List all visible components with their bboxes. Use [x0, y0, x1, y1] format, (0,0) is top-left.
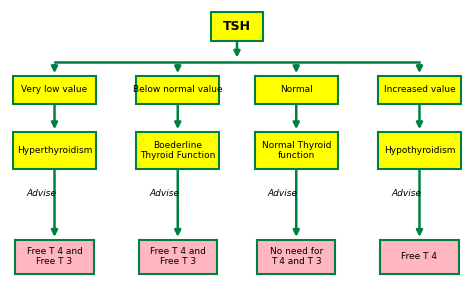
FancyBboxPatch shape — [13, 132, 96, 169]
Text: Below normal value: Below normal value — [133, 86, 223, 94]
FancyBboxPatch shape — [136, 132, 219, 169]
Text: Advise: Advise — [268, 189, 298, 198]
Text: Boederline
Thyroid Function: Boederline Thyroid Function — [140, 141, 216, 160]
Text: Normal: Normal — [280, 86, 313, 94]
Text: Very low value: Very low value — [21, 86, 88, 94]
Text: Normal Thyroid
function: Normal Thyroid function — [262, 141, 331, 160]
Text: Advise: Advise — [391, 189, 421, 198]
FancyBboxPatch shape — [136, 76, 219, 104]
Text: Free T 4 and
Free T 3: Free T 4 and Free T 3 — [150, 247, 206, 266]
Text: TSH: TSH — [223, 20, 251, 33]
FancyBboxPatch shape — [380, 240, 459, 274]
Text: Hyperthyroidism: Hyperthyroidism — [17, 146, 92, 155]
Text: Hypothyroidism: Hypothyroidism — [384, 146, 455, 155]
FancyBboxPatch shape — [138, 240, 217, 274]
FancyBboxPatch shape — [255, 132, 337, 169]
FancyBboxPatch shape — [255, 76, 337, 104]
Text: Advise: Advise — [149, 189, 179, 198]
FancyBboxPatch shape — [13, 76, 96, 104]
FancyBboxPatch shape — [378, 132, 461, 169]
FancyBboxPatch shape — [16, 240, 94, 274]
FancyBboxPatch shape — [211, 12, 263, 41]
FancyBboxPatch shape — [257, 240, 336, 274]
Text: Free T 4: Free T 4 — [401, 252, 438, 261]
Text: Increased value: Increased value — [383, 86, 456, 94]
Text: No need for
T 4 and T 3: No need for T 4 and T 3 — [270, 247, 323, 266]
Text: Free T 4 and
Free T 3: Free T 4 and Free T 3 — [27, 247, 82, 266]
Text: Advise: Advise — [26, 189, 56, 198]
FancyBboxPatch shape — [378, 76, 461, 104]
